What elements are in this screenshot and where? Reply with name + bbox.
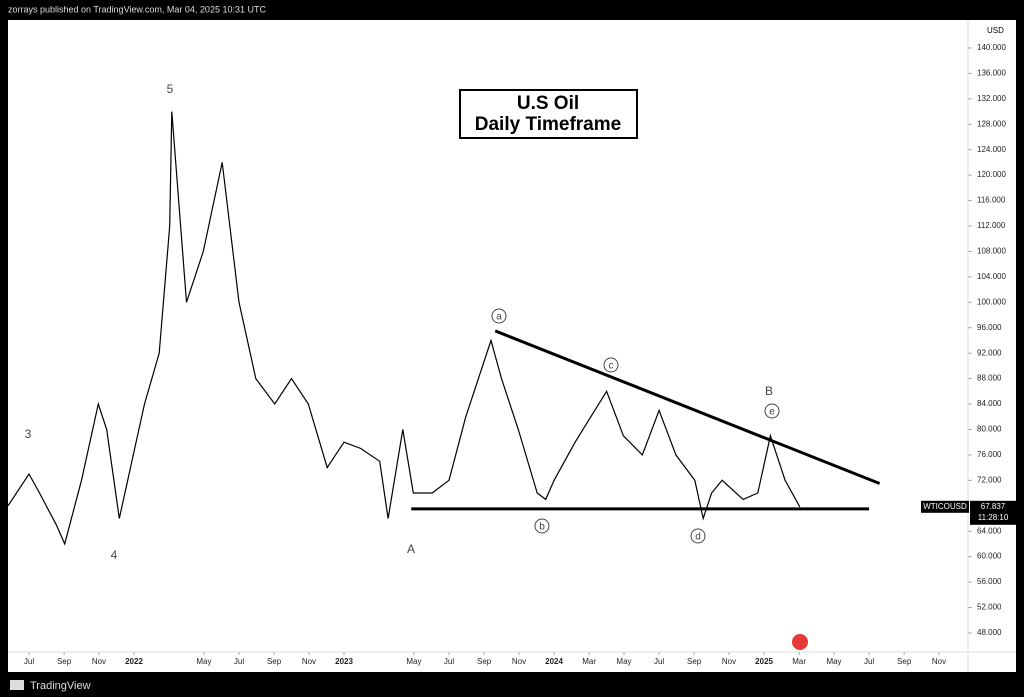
x-tick-label: Jul [444,657,454,666]
price-label: 67.837 [981,502,1006,511]
x-tick-label: Nov [722,657,736,666]
wave-label: B [765,384,773,398]
y-tick-label: 64.000 [977,526,1002,535]
annotation-circle [534,518,550,534]
wave-label: e [769,407,775,418]
y-tick-label: 76.000 [977,450,1002,459]
annotation-circle [690,528,706,544]
y-tick-label: 108.000 [977,247,1006,256]
x-tick-label: Jul [654,657,664,666]
y-tick-label: 100.000 [977,297,1006,306]
y-tick-label: 116.000 [977,196,1006,205]
y-tick-label: 60.000 [977,552,1002,561]
y-tick-label: 120.000 [977,170,1006,179]
y-tick-label: 136.000 [977,69,1006,78]
y-tick-label: 112.000 [977,221,1006,230]
y-tick-label: 104.000 [977,272,1006,281]
wave-label: 4 [111,548,118,562]
symbol-tag [921,500,969,513]
countdown: 11:28:10 [978,513,1009,522]
annotation-circle [491,308,507,324]
wave-label: d [695,532,701,543]
x-tick-label: Mar [582,657,596,666]
x-tick-label: Nov [932,657,946,666]
x-tick-label: Jul [864,657,874,666]
y-tick-label: 96.000 [977,323,1002,332]
x-tick-label: 2025 [755,657,773,666]
x-tick-label: Nov [512,657,526,666]
y-tick-label: 140.000 [977,43,1006,52]
y-tick-label: 72.000 [977,475,1002,484]
y-tick-label: 48.000 [977,628,1002,637]
annotation-circle [764,403,780,419]
y-axis-label: USD [987,26,1004,35]
wave-label: 5 [167,82,174,96]
header: zorrays published on TradingView.com, Ma… [8,4,266,14]
wave-label: c [609,361,614,372]
x-tick-label: May [406,657,421,666]
y-tick-label: 84.000 [977,399,1002,408]
chart-title: U.S Oil [517,93,579,114]
x-tick-label: Jul [24,657,34,666]
x-tick-label: Jul [234,657,244,666]
title-box [459,89,638,139]
x-tick-label: 2022 [125,657,143,666]
y-tick-label: 132.000 [977,94,1006,103]
footer: TradingView [30,680,91,692]
x-tick-label: May [826,657,841,666]
y-tick-label: 92.000 [977,348,1002,357]
wave-label: 3 [25,427,32,441]
x-tick-label: Sep [687,657,702,666]
y-tick-label: 52.000 [977,603,1002,612]
x-tick-label: Nov [302,657,316,666]
y-tick-label: 128.000 [977,119,1006,128]
x-tick-label: May [616,657,631,666]
logo [10,680,24,690]
event-icon [792,634,808,650]
x-tick-label: Sep [477,657,492,666]
wave-label: b [539,522,545,533]
wave-label: A [407,542,415,556]
x-tick-label: 2023 [335,657,353,666]
price-line [7,111,801,546]
x-tick-label: Nov [92,657,106,666]
y-tick-label: 88.000 [977,374,1002,383]
x-tick-label: Sep [897,657,912,666]
x-tick-label: Sep [267,657,282,666]
x-tick-label: May [196,657,211,666]
wave-label: a [496,312,502,323]
x-tick-label: Mar [792,657,806,666]
annotation-circle [603,357,619,373]
symbol-label: WTICOUSD [923,502,967,511]
y-tick-label: 80.000 [977,425,1002,434]
x-tick-label: Sep [57,657,72,666]
trend-line [494,329,881,485]
price-tag [970,500,1016,525]
y-tick-label: 56.000 [977,577,1002,586]
chart-subtitle: Daily Timeframe [475,114,621,135]
y-tick-label: 124.000 [977,145,1006,154]
x-tick-label: 2024 [545,657,563,666]
